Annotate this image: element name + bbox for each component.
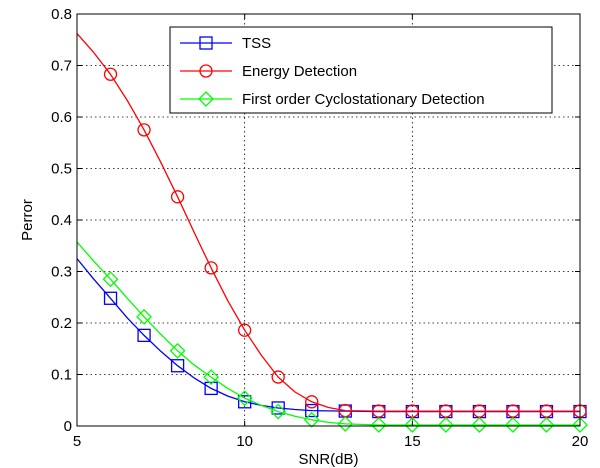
data-point-marker [203, 369, 220, 385]
x-tick-label: 5 [73, 433, 81, 450]
data-point-marker [370, 417, 387, 433]
x-axis-label: SNR(dB) [298, 451, 358, 468]
data-point-marker [204, 381, 218, 396]
data-point-marker [437, 417, 454, 433]
data-point-marker [505, 417, 521, 433]
y-tick-label: 0.5 [51, 161, 72, 178]
data-point-marker [538, 417, 555, 433]
legend-box [169, 26, 553, 114]
legend-label: TSS [242, 35, 271, 52]
axis-ticks: 5 10 15 20 0 0.1 0.2 0.3 0.4 0.5 0.6 0.7 0.8 [51, 6, 588, 450]
data-point-marker [169, 342, 186, 359]
data-point-marker [238, 395, 252, 409]
x-tick-label: 10 [236, 433, 253, 450]
y-tick-label: 0.7 [51, 58, 72, 75]
y-tick-label: 0.6 [51, 109, 72, 126]
data-point-marker [137, 328, 151, 343]
data-point-marker [270, 403, 287, 420]
data-point-marker [404, 417, 421, 433]
y-tick-label: 0 [64, 418, 72, 435]
series-line [76, 241, 580, 426]
legend-marker [199, 64, 213, 78]
legend-item: TSS [180, 35, 271, 52]
data-point-marker [170, 190, 185, 204]
y-tick-label: 0.1 [51, 367, 72, 384]
data-point-marker [572, 417, 588, 433]
legend-label: Energy Detection [242, 63, 357, 80]
data-point-marker [271, 401, 285, 415]
data-point-marker [471, 417, 488, 433]
data-point-marker [136, 308, 152, 325]
data-point-marker [103, 67, 118, 81]
data-point-marker [305, 403, 319, 418]
legend-marker [198, 91, 214, 107]
data-point-marker [303, 411, 320, 428]
series-layer [76, 33, 588, 433]
data-point-marker [238, 323, 252, 337]
data-point-marker [337, 416, 354, 432]
legend-label: First order Cyclostationary Detection [242, 91, 485, 108]
series-first-order-cyclostationary-detection [76, 241, 588, 433]
data-point-marker [103, 291, 118, 305]
y-tick-label: 0.3 [51, 264, 72, 281]
data-point-marker [271, 370, 285, 384]
x-tick-label: 15 [404, 433, 421, 450]
data-point-marker [102, 271, 119, 288]
legend-marker [199, 36, 213, 50]
data-point-marker [170, 359, 185, 373]
x-tick-label: 20 [572, 433, 589, 450]
y-tick-label: 0.4 [51, 212, 72, 229]
data-point-marker [305, 395, 319, 409]
legend-item: First order Cyclostationary Detection [180, 91, 485, 108]
data-point-marker [236, 390, 253, 407]
legend: TSS Energy Detection First order Cyclostat… [169, 26, 553, 114]
data-point-marker [137, 123, 151, 137]
y-tick-label: 0.8 [51, 6, 72, 23]
y-axis-label: Perror [19, 199, 36, 241]
legend-item: Energy Detection [180, 63, 357, 80]
data-point-marker [204, 261, 218, 275]
y-tick-label: 0.2 [51, 315, 72, 332]
